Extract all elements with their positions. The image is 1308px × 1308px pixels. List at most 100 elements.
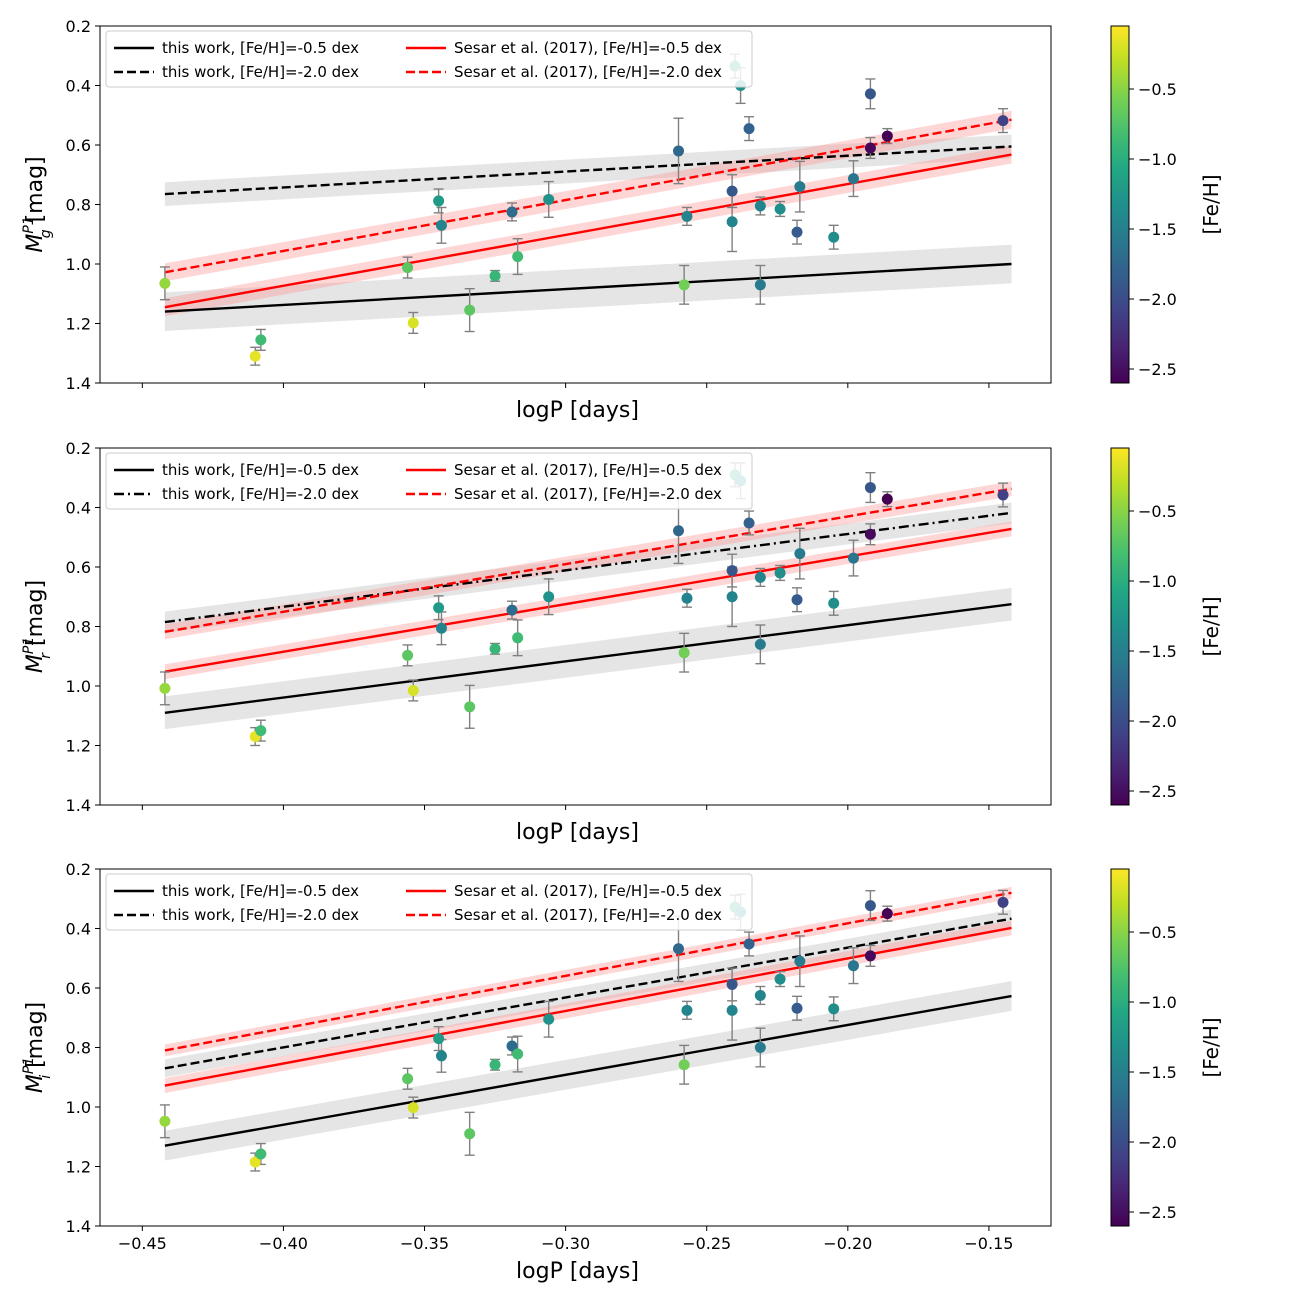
y-tick-label: 1.0 (66, 255, 91, 274)
data-point (402, 1073, 414, 1085)
data-point (673, 145, 685, 157)
data-point (864, 88, 876, 100)
data-point (726, 565, 738, 577)
x-tick-label: −0.15 (964, 1234, 1013, 1253)
y-tick-label: 0.2 (66, 860, 91, 879)
fit-line (164, 487, 1012, 634)
data-point (159, 277, 171, 289)
colorbar-tick-label: −2.0 (1138, 1133, 1177, 1152)
data-point (726, 978, 738, 990)
data-point (407, 317, 419, 329)
colorbar-gradient (1110, 447, 1130, 806)
y-tick-label: 1.2 (66, 315, 91, 334)
data-point (678, 647, 690, 659)
legend-entry: Sesar et al. (2017), [Fe/H]=-2.0 dex (454, 906, 722, 924)
x-axis-label: logP [days] (516, 1259, 639, 1284)
data-point (828, 597, 840, 609)
data-point (506, 604, 518, 616)
x-tick-label: −0.25 (682, 1234, 731, 1253)
data-point (255, 725, 267, 737)
data-point (464, 701, 476, 713)
data-point (678, 1059, 690, 1071)
legend-entry: Sesar et al. (2017), [Fe/H]=-0.5 dex (454, 39, 722, 57)
data-point (881, 130, 893, 142)
data-point (678, 279, 690, 291)
data-point (543, 193, 555, 205)
x-tick-label: −0.40 (259, 1234, 308, 1253)
colorbar-tick-label: −0.5 (1138, 502, 1177, 521)
plot-area (159, 462, 1012, 747)
plot-area (159, 886, 1012, 1172)
fit-line (164, 262, 1012, 313)
data-point (673, 525, 685, 537)
colorbar-tick-label: −1.5 (1138, 220, 1177, 239)
colorbar-tick-label: −0.5 (1138, 80, 1177, 99)
data-point (754, 279, 766, 291)
data-point (407, 684, 419, 696)
data-point (435, 219, 447, 231)
colorbar-label: [Fe/H] (1199, 1017, 1223, 1077)
fit-line (164, 527, 1012, 673)
legend-box (105, 30, 753, 88)
data-point (464, 1128, 476, 1140)
legend-entry: Sesar et al. (2017), [Fe/H]=-0.5 dex (454, 882, 722, 900)
colorbar-tick-label: −2.5 (1138, 360, 1177, 379)
data-point (433, 1033, 445, 1045)
y-tick-label: 1.2 (66, 737, 91, 756)
colorbar-tick-label: −0.5 (1138, 923, 1177, 942)
x-tick-label: −0.35 (400, 1234, 449, 1253)
colorbar-tick-label: −2.0 (1138, 290, 1177, 309)
plot-area (159, 53, 1012, 366)
data-point (249, 350, 261, 362)
legend-entry: Sesar et al. (2017), [Fe/H]=-2.0 dex (454, 485, 722, 503)
colorbar-tick-label: −2.0 (1138, 712, 1177, 731)
data-point (791, 594, 803, 606)
y-tick-label: 0.2 (66, 17, 91, 36)
data-point (435, 622, 447, 634)
fit-line (164, 602, 1012, 714)
data-point (864, 482, 876, 494)
colorbar-gradient (1110, 25, 1130, 384)
y-axis-label: MP1i [mag] (21, 1002, 54, 1093)
data-point (681, 210, 693, 222)
data-point (864, 900, 876, 912)
data-point (489, 270, 501, 282)
y-tick-label: 0.4 (66, 920, 91, 939)
data-point (881, 493, 893, 505)
fit-line (164, 994, 1012, 1147)
data-point (255, 334, 267, 346)
data-point (743, 517, 755, 529)
data-point (506, 1040, 518, 1052)
y-tick-label: 1.2 (66, 1158, 91, 1177)
colorbar-gradient (1110, 868, 1130, 1227)
data-point (754, 571, 766, 583)
data-point (159, 1115, 171, 1127)
colorbar-label: [Fe/H] (1199, 596, 1223, 656)
y-axis-label: MP1g [mag] (21, 156, 54, 252)
y-tick-label: 0.4 (66, 499, 91, 518)
colorbar-tick-label: −1.5 (1138, 642, 1177, 661)
data-point (743, 123, 755, 135)
data-point (506, 206, 518, 218)
legend-entry: Sesar et al. (2017), [Fe/H]=-2.0 dex (454, 63, 722, 81)
data-point (159, 682, 171, 694)
legend-entry: this work, [Fe/H]=-2.0 dex (162, 906, 359, 924)
legend: this work, [Fe/H]=-0.5 dex this work, [Fe… (105, 452, 753, 510)
colorbar-label: [Fe/H] (1199, 174, 1223, 234)
data-point (794, 955, 806, 967)
fit-line (164, 917, 1012, 1070)
data-point (435, 1050, 447, 1062)
data-point (255, 1148, 267, 1160)
data-point (743, 938, 755, 950)
data-point (997, 896, 1009, 908)
data-point (794, 548, 806, 560)
y-axis-label: MP1r [mag] (21, 580, 54, 673)
y-tick-label: 1.4 (66, 374, 91, 393)
data-point (847, 960, 859, 972)
legend: this work, [Fe/H]=-0.5 dex this work, [Fe… (105, 873, 753, 931)
colorbar: −0.5 −1.0 −1.5 −2.0 −2.5 [Fe/H] (1110, 25, 1223, 384)
data-point (774, 203, 786, 215)
data-point (673, 943, 685, 955)
data-point (402, 262, 414, 274)
